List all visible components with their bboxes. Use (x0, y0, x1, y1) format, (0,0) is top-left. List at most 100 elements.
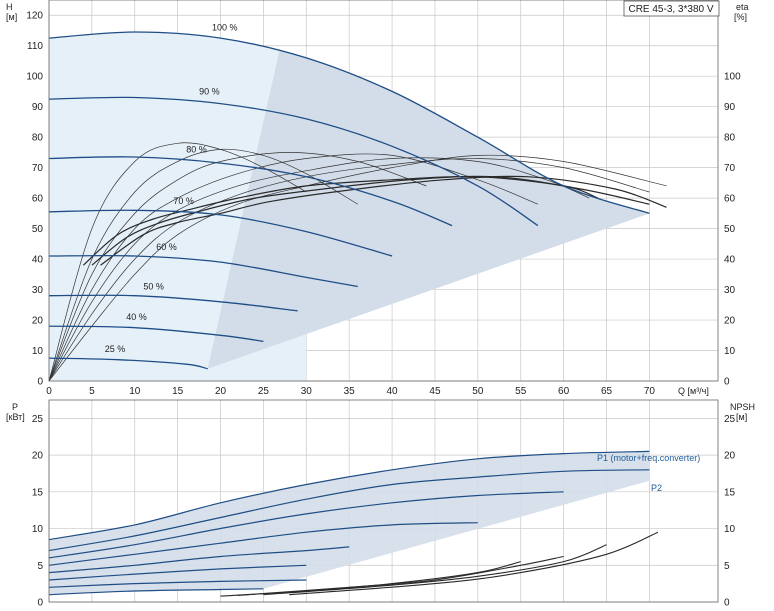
qh-frame (48, 0, 719, 382)
speed-curve (48, 254, 358, 288)
npsh-curves (220, 531, 659, 597)
y-tick-label-left: 25 (32, 414, 44, 425)
y-tick-label-left: 40 (32, 255, 44, 266)
x-tick-label: 30 (301, 386, 313, 397)
efficiency-curve (82, 175, 599, 266)
x-tick-label: 10 (129, 386, 141, 397)
y-tick-label-left: 100 (26, 72, 43, 83)
x-tick-label: 20 (215, 386, 227, 397)
speed-curve (48, 209, 393, 257)
y-tick-label-right: 15 (724, 487, 736, 498)
y-axis-label-right: NPSH (730, 402, 755, 412)
y-tick-label-right: 20 (724, 316, 736, 327)
y-tick-label-right: 30 (724, 285, 736, 296)
y-axis-unit-left: [кВт] (6, 412, 25, 422)
y-axis-unit-right: [%] (734, 12, 747, 22)
npsh-curve (237, 555, 564, 596)
speed-label: 90 % (199, 86, 220, 96)
y-tick-label-left: 30 (32, 285, 44, 296)
y-axis-unit-right: [м] (736, 412, 747, 422)
qh-axes: 0 10 20 30 40 50 60 70 80 90 100 110 120 0 10 20 30 40 50 6… (6, 0, 749, 397)
x-tick-label: 25 (258, 386, 270, 397)
efficiency-curve (91, 175, 650, 266)
speed-label: 25 % (105, 344, 126, 354)
y-tick-label-left: 10 (32, 346, 44, 357)
speed-curve (48, 325, 264, 343)
speed-label: 40 % (126, 312, 147, 322)
y-tick-label-left: 110 (27, 41, 43, 52)
x-tick-label: 40 (387, 386, 399, 397)
speed-label: 80 % (186, 144, 207, 154)
power-curve (48, 564, 307, 581)
y-tick-label-right: 0 (724, 598, 730, 609)
x-tick-label: 35 (344, 386, 356, 397)
y-tick-label-right: 60 (724, 194, 736, 205)
qh-operating-region (49, 32, 650, 381)
y-tick-label-right: 80 (724, 133, 736, 144)
power-curve (48, 450, 650, 541)
x-tick-label: 50 (472, 386, 484, 397)
y-tick-label-right: 40 (724, 255, 736, 266)
y-tick-label-right: 100 (724, 72, 741, 83)
y-tick-label-left: 0 (37, 377, 43, 388)
power-axes: 0 5 10 15 20 25 0 5 10 15 20 25 P[кВт] NPSH[м] (6, 399, 755, 609)
power-curve (48, 579, 307, 588)
y-axis-label-left: H (6, 2, 13, 12)
y-tick-label-right: 25 (724, 414, 736, 425)
y-tick-label-left: 70 (32, 163, 44, 174)
power-curve (48, 546, 350, 574)
npsh-curve (289, 531, 659, 596)
y-tick-label-left: 60 (32, 194, 44, 205)
speed-label: 100 % (212, 22, 238, 32)
speed-curve (48, 294, 298, 312)
eta-curve (48, 148, 358, 382)
y-axis-label-left: P (12, 402, 18, 412)
power-curves: P1 (motor+freq.converter) P2 (48, 450, 700, 596)
eta-curve (48, 158, 650, 382)
x-tick-label: 65 (601, 386, 613, 397)
x-tick-label: 0 (46, 386, 52, 397)
x-tick-label: 15 (172, 386, 184, 397)
y-tick-label-left: 80 (32, 133, 44, 144)
y-tick-label-right: 70 (724, 163, 736, 174)
x-tick-label: 60 (558, 386, 570, 397)
speed-curve (48, 31, 650, 215)
power-curve (48, 588, 264, 596)
speed-curves: 100 % 90 % 80 % 70 % 60 % 50 % 40 % 25 % (48, 22, 650, 370)
y-tick-label-right: 90 (724, 102, 736, 113)
series-label-p1: P1 (motor+freq.converter) (597, 453, 700, 463)
power-curve (48, 491, 564, 559)
speed-curve (48, 156, 453, 227)
x-tick-label: 70 (644, 386, 656, 397)
y-tick-label-left: 10 (32, 524, 44, 535)
eta-curves (48, 142, 667, 382)
x-axis-label: Q [м³/ч] (678, 386, 709, 396)
x-tick-label: 45 (429, 386, 441, 397)
x-tick-label: 55 (515, 386, 527, 397)
power-frame (48, 399, 719, 603)
eta-curve (48, 153, 539, 382)
y-tick-label-left: 15 (32, 487, 44, 498)
y-tick-label-left: 20 (32, 316, 44, 327)
qh-region (207, 45, 650, 369)
y-tick-label-right: 50 (724, 224, 736, 235)
series-label-p2: P2 (651, 483, 662, 493)
y-tick-label-right: 5 (724, 561, 730, 572)
y-tick-label-right: 10 (724, 346, 736, 357)
y-tick-label-left: 120 (26, 11, 43, 22)
speed-label: 60 % (156, 242, 177, 252)
y-tick-label-right: 10 (724, 524, 736, 535)
model-label: CRE 45-3, 3*380 V (628, 4, 713, 15)
speed-curve (48, 357, 208, 370)
y-tick-label-left: 5 (37, 561, 43, 572)
speed-curve (48, 96, 539, 227)
eta-curve (48, 142, 307, 382)
y-tick-label-left: 90 (32, 102, 44, 113)
model-label-box (623, 0, 720, 17)
power-curve (48, 522, 478, 566)
y-tick-label-left: 0 (37, 598, 43, 609)
power-curve (48, 469, 650, 552)
npsh-curve (263, 544, 607, 596)
eta-curve (48, 157, 590, 382)
